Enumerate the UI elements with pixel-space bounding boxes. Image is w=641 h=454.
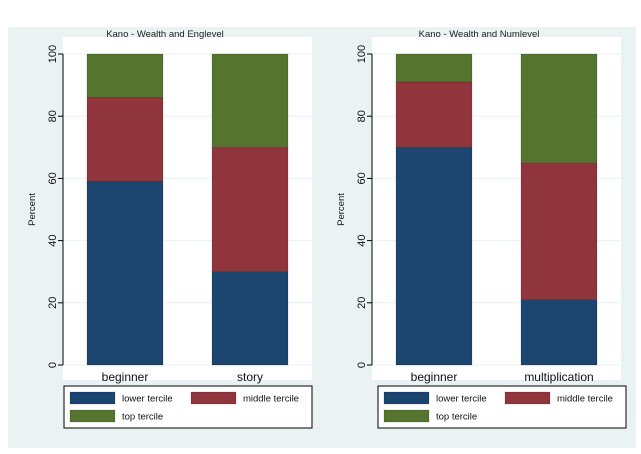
chart1-legend-swatch-top — [69, 409, 116, 423]
chart2-legend-label-top: top tercile — [436, 412, 477, 423]
chart1-ytick-label: 20 — [47, 297, 59, 309]
chart1-legend-label-middle: middle tercile — [243, 394, 299, 405]
chart1-ytick-label: 100 — [47, 45, 59, 63]
chart2-ytick-label: 0 — [356, 362, 368, 368]
chart1-title: Kano - Wealth and Englevel — [106, 29, 224, 40]
chart2-bar-beginner-lower — [395, 147, 473, 366]
chart1-bar-story-lower — [211, 271, 289, 366]
chart2-ytick-label: 40 — [356, 234, 368, 246]
chart1-ytick-label: 40 — [47, 234, 59, 246]
chart1-legend-label-lower: lower tercile — [122, 394, 173, 405]
chart2-category-label: beginner — [411, 370, 458, 384]
chart1-bar-beginner-top — [86, 53, 164, 98]
chart1-category-label: beginner — [102, 370, 149, 384]
chart2-ytick-label: 20 — [356, 297, 368, 309]
chart1-legend-label-top: top tercile — [122, 412, 163, 423]
chart2-bar-multiplication-middle — [520, 162, 598, 300]
chart2-legend-label-lower: lower tercile — [436, 394, 487, 405]
chart2-ytick-label: 60 — [356, 172, 368, 184]
chart1-ytick-label: 0 — [47, 362, 59, 368]
chart1-ylabel: Percent — [27, 193, 38, 226]
chart2-bar-multiplication-top — [520, 53, 598, 164]
chart2-legend-swatch-lower — [383, 391, 430, 405]
chart2-bar-beginner-top — [395, 53, 473, 83]
chart1-ytick-label: 60 — [47, 172, 59, 184]
chart2-legend-swatch-middle — [504, 391, 551, 405]
chart1-ytick-label: 80 — [47, 110, 59, 122]
chart2-bar-beginner-middle — [395, 81, 473, 148]
chart1-bar-story-middle — [211, 147, 289, 273]
chart1-legend-swatch-middle — [190, 391, 237, 405]
chart1-bar-beginner-lower — [86, 181, 164, 366]
chart1-legend-swatch-lower — [69, 391, 116, 405]
chart2-legend-swatch-top — [383, 409, 430, 423]
chart2-legend-label-middle: middle tercile — [557, 394, 613, 405]
chart2-bar-multiplication-lower — [520, 299, 598, 366]
chart2-ytick-label: 80 — [356, 110, 368, 122]
chart1-bar-story-top — [211, 53, 289, 148]
chart2-title: Kano - Wealth and Numlevel — [419, 29, 540, 40]
chart1-bar-beginner-middle — [86, 97, 164, 182]
chart2-category-label: multiplication — [524, 370, 593, 384]
chart1-category-label: story — [237, 370, 263, 384]
chart2-ytick-label: 100 — [356, 45, 368, 63]
chart2-ylabel: Percent — [336, 193, 347, 226]
